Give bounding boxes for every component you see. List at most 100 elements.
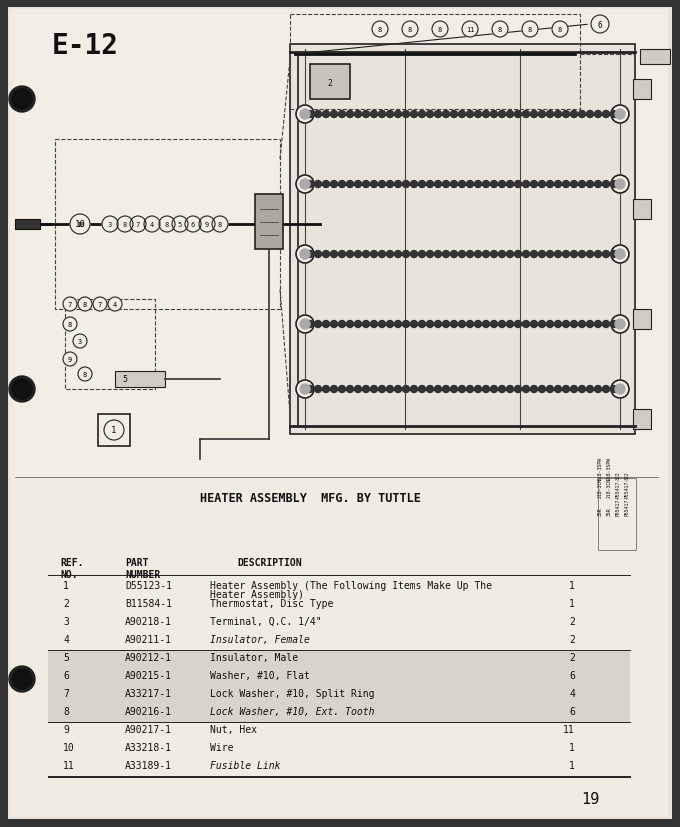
- Text: 35R: 35R: [607, 507, 611, 515]
- Text: 6: 6: [598, 21, 602, 30]
- Text: 10: 10: [75, 220, 86, 229]
- Circle shape: [347, 251, 354, 258]
- Circle shape: [615, 250, 625, 260]
- Circle shape: [372, 22, 388, 38]
- Circle shape: [362, 251, 369, 258]
- Circle shape: [339, 386, 345, 393]
- Text: A33189-1: A33189-1: [125, 760, 172, 770]
- Text: 7: 7: [63, 688, 69, 698]
- Text: 322: 322: [624, 471, 630, 480]
- Circle shape: [579, 251, 585, 258]
- Circle shape: [571, 112, 577, 118]
- Circle shape: [530, 386, 537, 393]
- Text: Heater Assembly (The Following Items Make Up The: Heater Assembly (The Following Items Mak…: [210, 581, 492, 590]
- Circle shape: [507, 386, 513, 393]
- Circle shape: [159, 217, 175, 232]
- Text: A90217-1: A90217-1: [125, 724, 172, 734]
- Circle shape: [466, 321, 473, 328]
- Circle shape: [322, 112, 330, 118]
- Circle shape: [554, 386, 562, 393]
- Circle shape: [571, 251, 577, 258]
- Circle shape: [586, 181, 594, 189]
- Text: 1: 1: [112, 426, 117, 435]
- Text: 8: 8: [218, 222, 222, 227]
- Text: 9: 9: [63, 724, 69, 734]
- Circle shape: [522, 251, 530, 258]
- Circle shape: [307, 321, 313, 328]
- Text: 2: 2: [569, 634, 575, 644]
- Circle shape: [354, 321, 362, 328]
- Circle shape: [435, 181, 441, 189]
- Circle shape: [9, 87, 35, 112]
- Circle shape: [475, 112, 481, 118]
- Text: Wire: Wire: [210, 742, 233, 752]
- Text: 4: 4: [113, 302, 117, 308]
- Circle shape: [379, 181, 386, 189]
- Circle shape: [586, 251, 594, 258]
- Bar: [48, 704, 630, 722]
- Text: E-12: E-12: [52, 32, 118, 60]
- Circle shape: [579, 386, 585, 393]
- Text: 19: 19: [581, 791, 599, 806]
- Text: P55417-: P55417-: [624, 495, 630, 515]
- Circle shape: [483, 181, 490, 189]
- Circle shape: [354, 386, 362, 393]
- Circle shape: [300, 179, 310, 189]
- Circle shape: [104, 420, 124, 441]
- Circle shape: [530, 112, 537, 118]
- Text: 8: 8: [408, 27, 412, 33]
- Circle shape: [314, 321, 322, 328]
- Circle shape: [307, 112, 313, 118]
- Bar: [55, 140, 280, 309]
- Circle shape: [490, 386, 498, 393]
- Circle shape: [296, 380, 314, 399]
- Circle shape: [386, 251, 394, 258]
- Circle shape: [498, 112, 505, 118]
- Circle shape: [330, 112, 337, 118]
- Circle shape: [522, 321, 530, 328]
- Circle shape: [379, 321, 386, 328]
- Bar: [0, 0, 680, 8]
- Circle shape: [586, 321, 594, 328]
- Circle shape: [426, 181, 434, 189]
- Circle shape: [435, 251, 441, 258]
- Circle shape: [130, 217, 146, 232]
- Circle shape: [458, 251, 466, 258]
- Circle shape: [602, 251, 609, 258]
- Circle shape: [418, 251, 426, 258]
- Circle shape: [330, 321, 337, 328]
- Text: 4: 4: [569, 688, 575, 698]
- Text: Terminal, Q.C. 1/4": Terminal, Q.C. 1/4": [210, 616, 322, 626]
- Circle shape: [579, 112, 585, 118]
- Circle shape: [394, 386, 401, 393]
- Circle shape: [347, 321, 354, 328]
- Text: PART
NUMBER: PART NUMBER: [125, 557, 160, 580]
- Text: 3: 3: [78, 338, 82, 345]
- Text: 218-3CN: 218-3CN: [607, 477, 611, 497]
- Circle shape: [539, 386, 545, 393]
- Circle shape: [498, 181, 505, 189]
- Circle shape: [466, 112, 473, 118]
- Text: 322: 322: [615, 471, 620, 480]
- Circle shape: [411, 251, 418, 258]
- Circle shape: [411, 112, 418, 118]
- Circle shape: [362, 321, 369, 328]
- Circle shape: [314, 181, 322, 189]
- Circle shape: [379, 251, 386, 258]
- Circle shape: [515, 181, 522, 189]
- Circle shape: [466, 251, 473, 258]
- Bar: [640, 50, 670, 65]
- Bar: [633, 80, 651, 100]
- Circle shape: [354, 251, 362, 258]
- Text: 8: 8: [165, 222, 169, 227]
- Circle shape: [339, 181, 345, 189]
- Circle shape: [571, 181, 577, 189]
- Circle shape: [507, 321, 513, 328]
- Circle shape: [443, 112, 449, 118]
- Circle shape: [591, 16, 609, 34]
- Circle shape: [490, 321, 498, 328]
- Circle shape: [490, 112, 498, 118]
- Circle shape: [539, 251, 545, 258]
- Circle shape: [403, 321, 409, 328]
- Bar: [0, 0, 8, 827]
